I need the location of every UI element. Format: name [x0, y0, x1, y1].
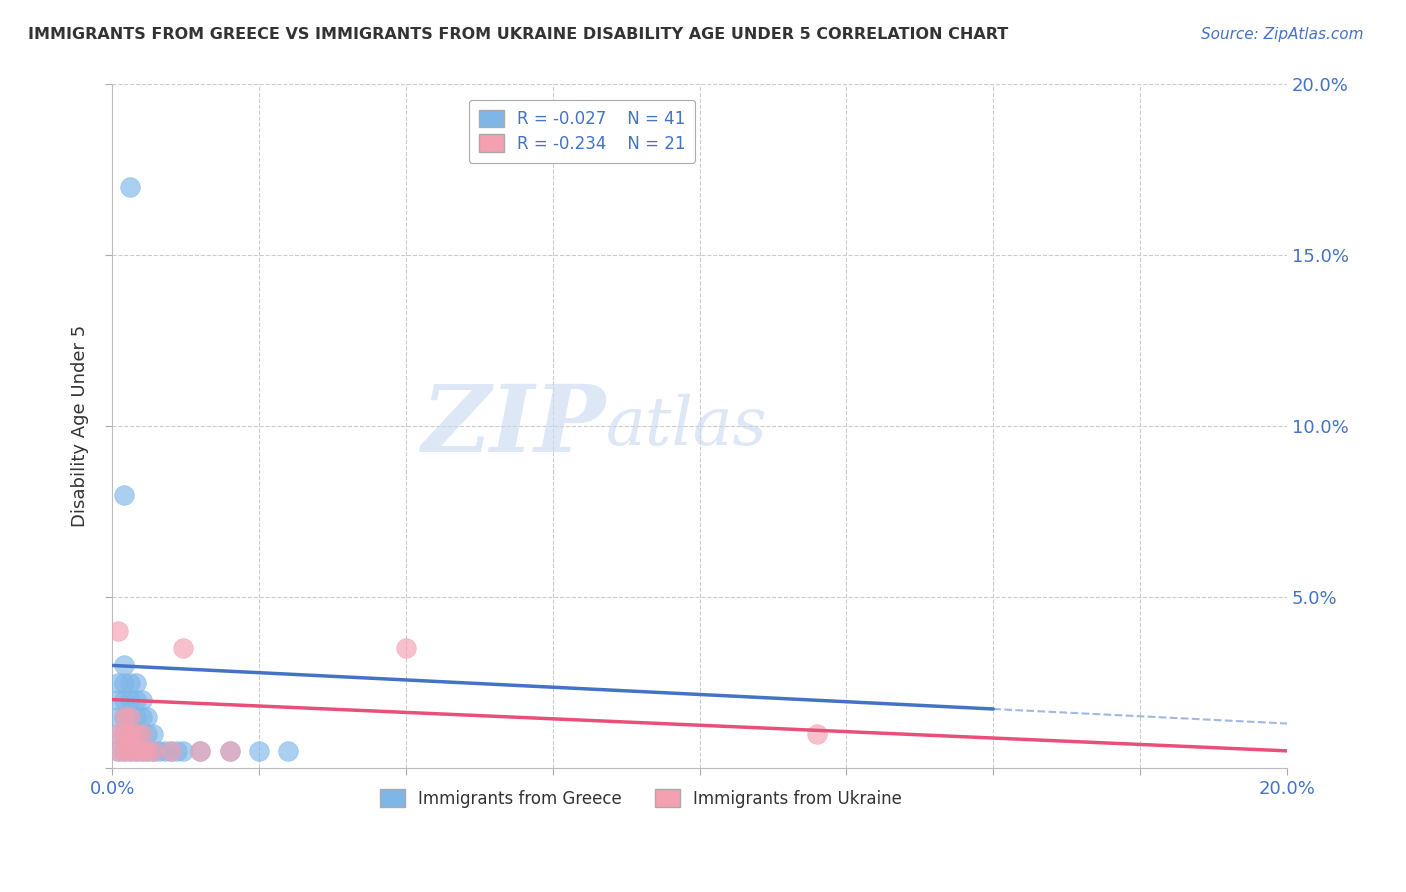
Point: [131, 727, 153, 741]
Point: [142, 727, 165, 741]
Point: [131, 727, 153, 741]
Point: [166, 744, 188, 758]
Point: [124, 675, 146, 690]
Point: [124, 744, 146, 758]
Point: [148, 744, 170, 758]
Point: [142, 744, 165, 758]
Point: [107, 692, 129, 706]
Point: [112, 709, 135, 723]
Point: [124, 692, 146, 706]
Y-axis label: Disability Age Under 5: Disability Age Under 5: [72, 325, 89, 527]
Point: [136, 727, 159, 741]
Point: [136, 709, 159, 723]
Point: [124, 727, 146, 741]
Point: [136, 744, 159, 758]
Point: [153, 744, 176, 758]
Point: [172, 641, 194, 656]
Point: [107, 675, 129, 690]
Point: [118, 709, 141, 723]
Point: [131, 709, 153, 723]
Text: IMMIGRANTS FROM GREECE VS IMMIGRANTS FROM UKRAINE DISABILITY AGE UNDER 5 CORRELA: IMMIGRANTS FROM GREECE VS IMMIGRANTS FRO…: [28, 27, 1008, 42]
Point: [112, 658, 135, 673]
Text: Source: ZipAtlas.com: Source: ZipAtlas.com: [1201, 27, 1364, 42]
Point: [160, 744, 183, 758]
Point: [112, 744, 135, 758]
Point: [188, 744, 211, 758]
Point: [112, 675, 135, 690]
Point: [124, 709, 146, 723]
Point: [218, 744, 240, 758]
Point: [112, 727, 135, 741]
Point: [118, 727, 141, 741]
Point: [131, 744, 153, 758]
Point: [118, 744, 141, 758]
Point: [277, 744, 299, 758]
Point: [395, 641, 418, 656]
Point: [247, 744, 270, 758]
Point: [172, 744, 194, 758]
Point: [112, 487, 135, 501]
Point: [806, 727, 828, 741]
Point: [136, 744, 159, 758]
Point: [142, 744, 165, 758]
Point: [118, 727, 141, 741]
Point: [131, 692, 153, 706]
Point: [107, 727, 129, 741]
Point: [118, 709, 141, 723]
Point: [107, 727, 129, 741]
Point: [118, 675, 141, 690]
Point: [112, 744, 135, 758]
Point: [107, 744, 129, 758]
Text: ZIP: ZIP: [422, 381, 606, 471]
Point: [112, 709, 135, 723]
Point: [112, 727, 135, 741]
Point: [160, 744, 183, 758]
Point: [118, 692, 141, 706]
Point: [112, 692, 135, 706]
Point: [218, 744, 240, 758]
Text: atlas: atlas: [606, 393, 768, 458]
Point: [131, 744, 153, 758]
Legend: Immigrants from Greece, Immigrants from Ukraine: Immigrants from Greece, Immigrants from …: [373, 783, 908, 814]
Point: [118, 744, 141, 758]
Point: [124, 744, 146, 758]
Point: [107, 709, 129, 723]
Point: [118, 180, 141, 194]
Point: [107, 624, 129, 639]
Point: [188, 744, 211, 758]
Point: [107, 744, 129, 758]
Point: [124, 727, 146, 741]
